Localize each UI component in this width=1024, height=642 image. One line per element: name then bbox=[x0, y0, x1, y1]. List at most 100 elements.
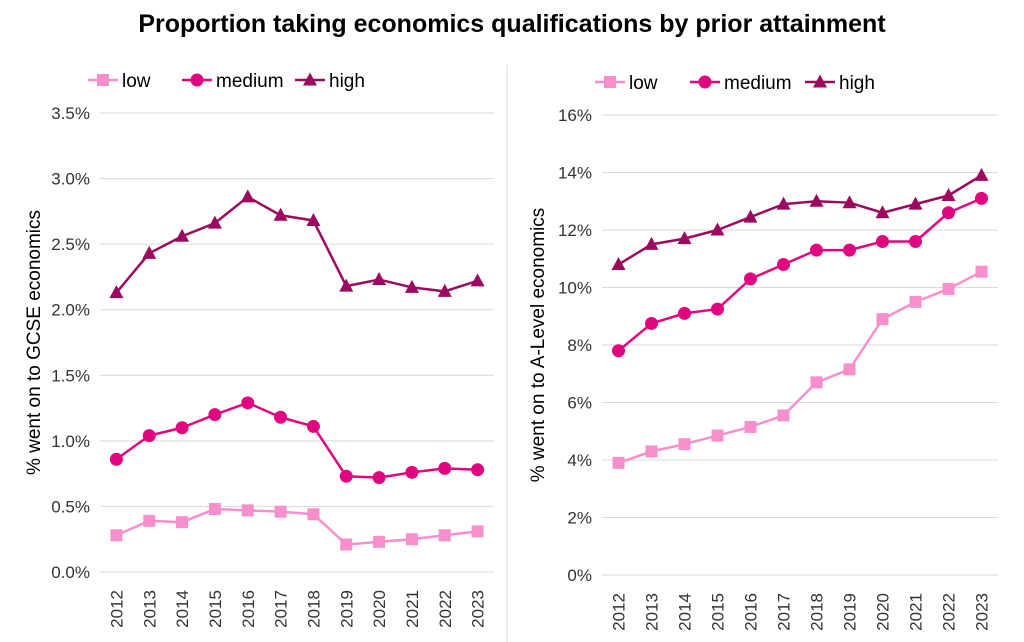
chart1-series-medium-point bbox=[208, 408, 222, 422]
chart2-x-tick-label: 2019 bbox=[841, 593, 860, 631]
chart1-series-low-point bbox=[274, 505, 287, 518]
chart1-series-high-point bbox=[142, 245, 157, 259]
chart1-y-axis-title: % went on to GCSE economics bbox=[24, 210, 45, 475]
chart1-series-high-point bbox=[109, 285, 124, 299]
chart1-legend-high-label: high bbox=[329, 71, 365, 92]
chart1-series-medium-point bbox=[405, 465, 419, 479]
chart2-series-low-point bbox=[810, 376, 823, 389]
chart2-series-low-point bbox=[909, 295, 922, 308]
chart2-x-tick-label: 2022 bbox=[940, 593, 959, 631]
chart1-legend-high-marker bbox=[303, 72, 317, 86]
chart2-x-tick-label: 2015 bbox=[709, 593, 728, 631]
chart2-series-high-point bbox=[974, 167, 989, 181]
chart1-series-high-point bbox=[404, 279, 419, 293]
chart2-series-high-point bbox=[941, 188, 956, 201]
chart2-series-low-point bbox=[612, 456, 625, 469]
chart1-series-low-line bbox=[115, 507, 478, 546]
chart2-series-high-line bbox=[617, 174, 983, 266]
chart1-legend-medium-marker bbox=[190, 73, 204, 87]
chart2-x-tick-label: 2017 bbox=[775, 593, 794, 631]
chart1-x-tick-label: 2023 bbox=[469, 590, 488, 628]
chart2-x-tick-label: 2014 bbox=[676, 593, 695, 631]
chart2-legend-low-marker bbox=[604, 76, 616, 88]
chart1-series-medium-point bbox=[142, 429, 156, 443]
chart1-series-low-point bbox=[241, 504, 254, 517]
chart2-y-tick-label: 6% bbox=[567, 394, 592, 413]
chart2-series-high-point bbox=[743, 209, 758, 223]
page-title: Proportion taking economics qualificatio… bbox=[138, 10, 886, 38]
chart2-series-low-point bbox=[777, 409, 790, 422]
chart2-x-tick-label: 2020 bbox=[874, 593, 893, 631]
chart2-series-high-point bbox=[875, 205, 890, 219]
chart2-series-high-point bbox=[611, 257, 626, 270]
chart1-series-medium-point bbox=[241, 396, 255, 410]
chart2-y-tick-label: 14% bbox=[558, 164, 592, 183]
chart2-series-medium-point bbox=[909, 235, 922, 248]
chart1-series-low-point bbox=[340, 538, 353, 551]
chart2-y-tick-label: 10% bbox=[558, 279, 592, 298]
chart1-series-medium-point bbox=[109, 452, 123, 466]
chart1-series-low-point bbox=[208, 503, 221, 516]
chart2-y-tick-label: 4% bbox=[567, 451, 592, 470]
chart1-series-medium-point bbox=[175, 421, 189, 435]
chart1-x-tick-label: 2016 bbox=[239, 590, 258, 628]
chart2-x-tick-label: 2016 bbox=[742, 593, 761, 631]
chart1-series-low-point bbox=[176, 516, 189, 529]
chart2-y-tick-label: 8% bbox=[567, 336, 592, 355]
chart1-legend-low-marker bbox=[97, 74, 109, 86]
chart2-series-high-point bbox=[644, 236, 659, 250]
chart1-series-high-line bbox=[115, 195, 478, 294]
chart2-x-tick-label: 2018 bbox=[808, 593, 827, 631]
chart1-x-tick-label: 2014 bbox=[173, 590, 192, 628]
chart2-series-low-point bbox=[711, 429, 724, 442]
chart1-series-medium-point bbox=[339, 469, 353, 483]
chart2-x-tick-label: 2023 bbox=[973, 593, 992, 631]
chart1-x-tick-label: 2015 bbox=[206, 590, 225, 628]
chart1-series-high-point bbox=[240, 189, 255, 203]
chart1-series-low-point bbox=[438, 529, 451, 542]
chart1-y-tick-label: 1.5% bbox=[51, 366, 90, 385]
chart2-series-medium-point bbox=[777, 258, 790, 271]
chart1-series-medium-point bbox=[372, 471, 386, 485]
chart2-series-medium-point bbox=[975, 191, 988, 205]
chart2-legend-medium-label: medium bbox=[724, 73, 792, 94]
chart2-series-medium-point bbox=[711, 302, 724, 316]
chart1-x-tick-label: 2018 bbox=[304, 590, 323, 628]
chart2-series-high-point bbox=[908, 196, 923, 210]
chart2-y-tick-label: 12% bbox=[558, 221, 592, 240]
chart2-legend-low-label: low bbox=[629, 73, 658, 94]
chart1-series-medium-point bbox=[471, 463, 485, 477]
chart2-x-tick-label: 2021 bbox=[907, 593, 926, 631]
chart2-series-medium-point bbox=[645, 316, 658, 330]
chart1-y-tick-label: 3.0% bbox=[51, 170, 90, 189]
chart2-series-medium-point bbox=[678, 306, 691, 320]
chart2-series-low-point bbox=[744, 420, 757, 433]
chart1-series-medium-point bbox=[274, 410, 288, 424]
chart1-y-tick-label: 1.0% bbox=[51, 432, 90, 451]
chart2-series-high-point bbox=[710, 222, 725, 236]
chart1-series-high-point bbox=[175, 228, 190, 242]
chart1-series-high-point bbox=[372, 272, 387, 286]
chart2-y-tick-label: 2% bbox=[567, 509, 592, 528]
chart1-series-medium-point bbox=[438, 461, 452, 475]
chart2-series-high-point bbox=[842, 195, 857, 209]
chart2-series-high-point bbox=[809, 193, 824, 207]
chart2-series-low-point bbox=[678, 438, 691, 451]
chart1-series-low-point bbox=[143, 514, 156, 527]
chart2-x-tick-label: 2012 bbox=[610, 593, 629, 631]
chart2-legend-high-marker bbox=[813, 74, 827, 88]
chart2-series-high-point bbox=[776, 196, 791, 210]
chart2-legend-medium-marker bbox=[698, 75, 712, 89]
chart2-series-low-point bbox=[645, 445, 658, 458]
chart1-x-tick-label: 2017 bbox=[272, 590, 291, 628]
chart1-x-tick-label: 2013 bbox=[140, 590, 159, 628]
chart2-series-medium-point bbox=[876, 235, 889, 248]
chart2-series-medium-line bbox=[617, 197, 982, 352]
chart1-series-high-point bbox=[437, 283, 452, 297]
chart1-series-medium-line bbox=[115, 401, 478, 479]
chart1-legend-medium-label: medium bbox=[216, 71, 284, 92]
chart2-series-high-point bbox=[677, 231, 692, 245]
chart1-x-tick-label: 2019 bbox=[337, 590, 356, 628]
chart2-series-medium-point bbox=[843, 243, 856, 257]
